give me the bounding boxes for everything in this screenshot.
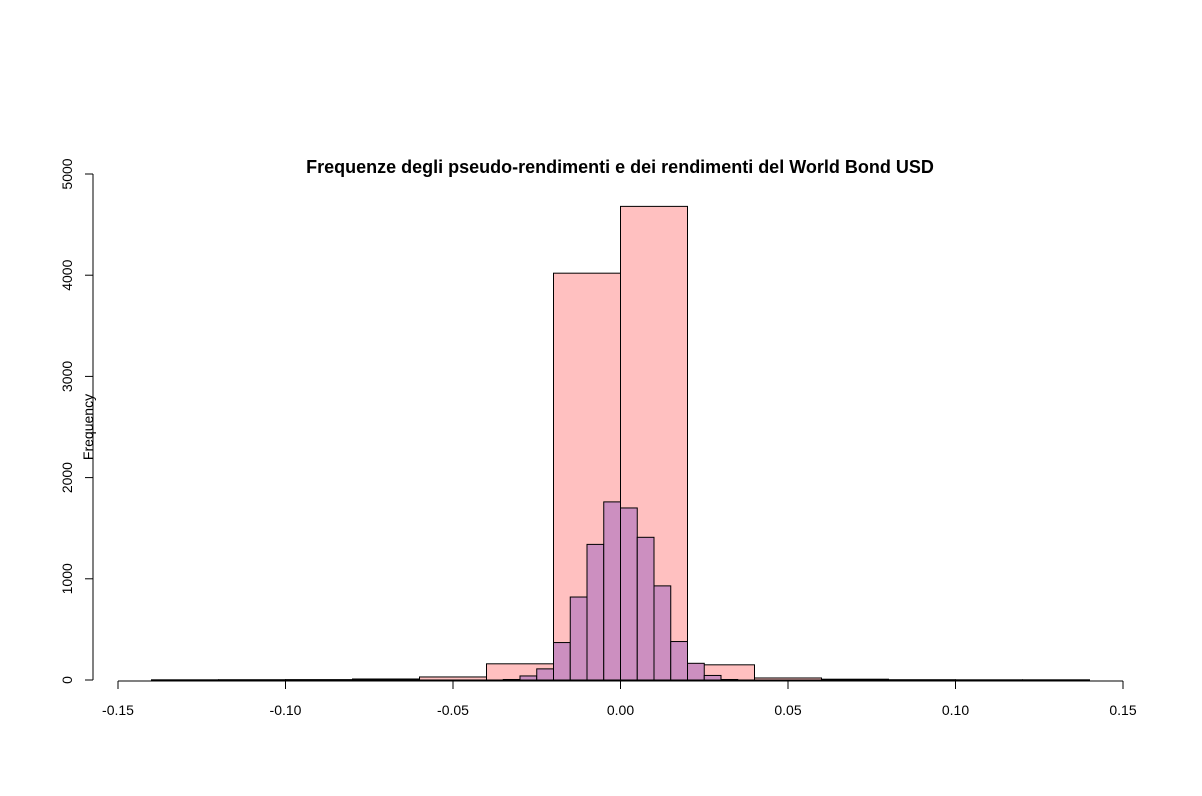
bar-series2-bin12 <box>687 662 705 681</box>
bar-series2-bin2 <box>519 675 538 681</box>
bar-series2-bin3 <box>536 668 554 681</box>
y-tick-label: 4000 <box>59 259 75 290</box>
bar-series2-bin10 <box>653 585 672 681</box>
bar-series2-bin11 <box>670 641 688 681</box>
bar-series2-bin5 <box>569 596 588 681</box>
bar-series2-bin6 <box>586 543 605 681</box>
bar-series2-bin9 <box>636 536 655 681</box>
y-tick-label: 5000 <box>59 158 75 189</box>
bar-series2-bin14 <box>720 678 739 681</box>
bars-layer <box>151 205 1090 681</box>
x-tick-label: -0.05 <box>437 702 469 718</box>
x-tick-label: 0.00 <box>607 702 634 718</box>
y-tick-label: 0 <box>59 676 75 684</box>
chart-title: Frequenze degli pseudo-rendimenti e dei … <box>306 157 934 177</box>
y-tick-label: 1000 <box>59 563 75 594</box>
bar-series2-bin4 <box>553 642 571 681</box>
y-tick-label: 3000 <box>59 361 75 392</box>
x-tick-label: -0.10 <box>270 702 302 718</box>
bar-series2-bin13 <box>703 674 722 681</box>
bar-series2-bin7 <box>603 501 621 681</box>
y-tick-label: 2000 <box>59 462 75 493</box>
bar-series2-bin1 <box>502 678 521 681</box>
bar-series1-bin11 <box>821 678 889 681</box>
x-tick-label: 0.15 <box>1109 702 1136 718</box>
x-tick-label: 0.10 <box>942 702 969 718</box>
bar-series1-bin4 <box>352 678 420 681</box>
x-axis: -0.15 -0.10 -0.05 0.00 0.05 0.10 0.15 <box>102 680 1137 718</box>
x-tick-label: 0.05 <box>774 702 801 718</box>
bar-series1-bin10 <box>754 677 822 681</box>
bar-series2-bin8 <box>620 507 638 681</box>
x-tick-label: -0.15 <box>102 702 134 718</box>
bar-series1-bin5 <box>419 676 487 681</box>
y-axis: 0 1000 2000 3000 4000 5000 <box>59 158 94 684</box>
y-axis-title: Frequency <box>80 394 96 460</box>
